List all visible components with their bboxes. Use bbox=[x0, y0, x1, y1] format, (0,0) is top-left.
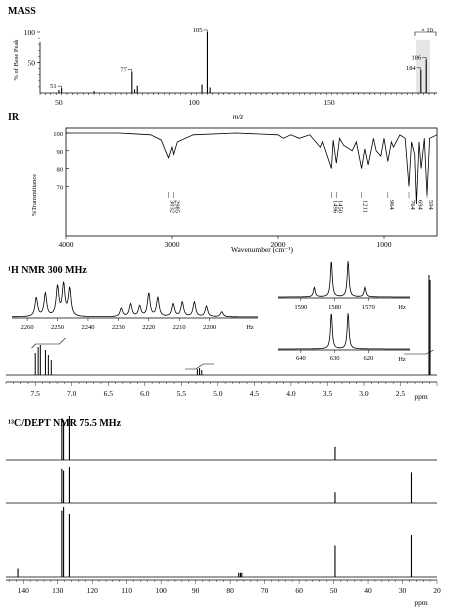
mass-peak-leader bbox=[203, 29, 208, 32]
hnmr-x-tick-label: 5.5 bbox=[177, 389, 187, 398]
hnmr-inset-tick-label: 1590 bbox=[294, 304, 307, 311]
hnmr-inset-tick-label: 2200 bbox=[203, 324, 216, 331]
cnmr-x-tick-label: 90 bbox=[192, 586, 200, 595]
ir-y-tick-label: 70 bbox=[57, 184, 64, 191]
hnmr-inset-tick-label: 640 bbox=[296, 355, 306, 362]
hnmr-x-tick-label: 7.0 bbox=[67, 389, 77, 398]
ir-ylabel: %Transmittance bbox=[31, 174, 38, 216]
ir-x-tick-label: 2000 bbox=[271, 240, 286, 249]
mass-magnification-label: × 10 bbox=[421, 27, 433, 34]
c-nmr-spectrum: 140 130 120 110 100 90 80 70 60 50 40 30 20 bbox=[6, 416, 441, 595]
mass-peak-leader bbox=[57, 85, 62, 89]
cnmr-x-tick-label: 60 bbox=[295, 586, 303, 595]
mass-peak-leader bbox=[416, 67, 422, 70]
cnmr-title: ¹³C/DEPT NMR 75.5 MHz bbox=[8, 418, 122, 429]
ir-peak-label: 764 bbox=[409, 200, 416, 211]
hnmr-x-tick-label: 4.0 bbox=[286, 389, 296, 398]
hnmr-inset-tick-label: 1580 bbox=[328, 304, 341, 311]
ir-y-tick-label: 100 bbox=[53, 131, 63, 138]
hnmr-x-tick-label: 7.5 bbox=[31, 389, 41, 398]
cnmr-x-tick-label: 30 bbox=[399, 586, 407, 595]
cnmr-x-tick-label: 50 bbox=[330, 586, 338, 595]
ir-peak-label: 594 bbox=[427, 200, 434, 211]
ir-peak-label: 2985 bbox=[174, 200, 181, 213]
hnmr-inset-trace bbox=[278, 313, 410, 350]
ir-y-tick-label: 80 bbox=[57, 167, 64, 174]
hnmr-x-tick-label: 4.5 bbox=[250, 389, 260, 398]
mass-peak-label: 105 bbox=[193, 27, 203, 34]
ir-peak-label: 694 bbox=[416, 200, 423, 211]
mass-peak-label: 77 bbox=[120, 67, 127, 74]
hnmr-x-tick-label: 3.0 bbox=[359, 389, 369, 398]
hnmr-inset-tick-label: 2230 bbox=[112, 324, 125, 331]
cnmr-xlabel: ppm bbox=[414, 598, 428, 607]
ir-x-tick-label: 1000 bbox=[377, 240, 392, 249]
hnmr-inset-tick-label: 1570 bbox=[362, 304, 375, 311]
hnmr-inset-tick-label: 2250 bbox=[51, 324, 64, 331]
hnmr-title: ¹H NMR 300 MHz bbox=[8, 265, 87, 276]
ir-trace bbox=[66, 132, 438, 205]
cnmr-x-tick-label: 140 bbox=[18, 586, 30, 595]
ir-peak-label: 1496 bbox=[331, 200, 338, 214]
hnmr-integral bbox=[404, 349, 434, 355]
hnmr-xlabel: ppm bbox=[414, 392, 428, 401]
hnmr-x-tick-label: 6.5 bbox=[104, 389, 114, 398]
hnmr-inset-tick-label: 620 bbox=[364, 355, 374, 362]
hnmr-integral bbox=[31, 337, 66, 349]
ir-title: IR bbox=[8, 112, 20, 123]
hnmr-inset-tick-label: 2210 bbox=[173, 324, 186, 331]
hnmr-inset-unit: Hz bbox=[398, 304, 406, 311]
mass-magnified-region bbox=[415, 40, 430, 93]
ir-xlabel: Wavenumber (cm⁻¹) bbox=[231, 245, 294, 254]
ir-x-tick-label: 4000 bbox=[59, 240, 74, 249]
mass-peak-label: 186 bbox=[411, 54, 422, 61]
ir-peak-label: 1450 bbox=[336, 200, 343, 213]
mass-x-tick-label: 100 bbox=[188, 98, 200, 107]
ir-peak-label: 3032 bbox=[169, 200, 176, 213]
mass-y-tick-label: 100 bbox=[24, 28, 36, 37]
mass-title: MASS bbox=[8, 6, 36, 17]
hnmr-inset-tick-label: 2220 bbox=[142, 324, 155, 331]
mass-peak-leader bbox=[127, 69, 133, 72]
mass-x-tick-label: 50 bbox=[55, 98, 63, 107]
cnmr-x-tick-label: 110 bbox=[121, 586, 132, 595]
mass-peak-label: 51 bbox=[50, 83, 57, 90]
cnmr-x-tick-label: 40 bbox=[364, 586, 372, 595]
hnmr-inset-tick-label: 630 bbox=[330, 355, 340, 362]
cnmr-x-tick-label: 80 bbox=[226, 586, 234, 595]
hnmr-inset-unit: Hz bbox=[398, 356, 406, 363]
hnmr-inset-tick-label: 2260 bbox=[21, 324, 34, 331]
mass-x-tick-label: 150 bbox=[323, 98, 335, 107]
ir-x-tick-label: 3000 bbox=[165, 240, 180, 249]
mass-ylabel: % of Base Peak bbox=[13, 39, 20, 81]
mass-peak-label: 184 bbox=[406, 65, 417, 72]
cnmr-x-tick-label: 120 bbox=[87, 586, 99, 595]
ir-peak-label: 964 bbox=[388, 200, 395, 211]
hnmr-inset-trace bbox=[12, 281, 258, 318]
h-nmr-spectrum: 7.5 7.0 6.5 6.0 5.5 5.0 4.5 4.0 3.5 3.0 2.5 2260 225… bbox=[5, 261, 438, 398]
mass-peak-leader bbox=[422, 57, 427, 60]
hnmr-integral bbox=[184, 363, 215, 370]
hnmr-inset-unit: Hz bbox=[246, 324, 254, 331]
ir-peak-label: 1211 bbox=[362, 200, 369, 213]
cnmr-x-tick-label: 100 bbox=[156, 586, 168, 595]
cnmr-x-tick-label: 130 bbox=[52, 586, 64, 595]
mass-magnification-bracket bbox=[414, 31, 437, 36]
hnmr-inset-trace bbox=[278, 261, 410, 298]
mass-y-tick-label: 50 bbox=[28, 59, 36, 68]
hnmr-inset-tick-label: 2240 bbox=[81, 324, 94, 331]
mass-xlabel: m/z bbox=[233, 112, 244, 121]
hnmr-x-tick-label: 3.5 bbox=[323, 389, 333, 398]
ir-frame bbox=[65, 127, 438, 237]
hnmr-x-tick-label: 2.5 bbox=[396, 389, 406, 398]
mass-spectrum: 50 100 150 50 100 51 77 105 184 186 bbox=[24, 27, 437, 107]
ir-y-tick-label: 90 bbox=[57, 149, 64, 156]
cnmr-x-tick-label: 20 bbox=[433, 586, 441, 595]
hnmr-x-tick-label: 6.0 bbox=[140, 389, 150, 398]
cnmr-x-tick-label: 70 bbox=[261, 586, 269, 595]
hnmr-x-tick-label: 5.0 bbox=[213, 389, 223, 398]
